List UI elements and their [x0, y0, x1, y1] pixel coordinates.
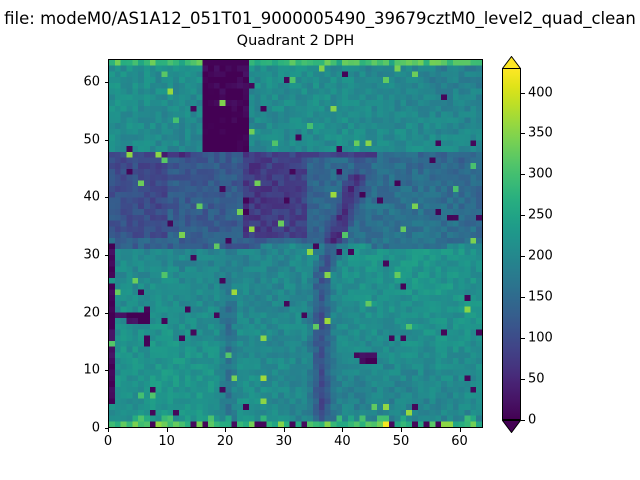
colorbar-tick-mark: [521, 133, 525, 135]
colorbar-tick-label: 50: [528, 371, 545, 387]
colorbar-tick-label: 350: [528, 125, 553, 141]
axes-title: Quadrant 2 DPH: [236, 33, 355, 49]
colorbar-gradient-body: [502, 68, 521, 420]
x-tick-label: 20: [216, 434, 234, 449]
colorbar-gradient: [503, 69, 520, 419]
heatmap-axes[interactable]: [108, 59, 483, 428]
y-tick-mark: [104, 82, 108, 84]
colorbar-tick-mark: [521, 174, 525, 176]
y-tick-mark: [104, 255, 108, 257]
y-tick-label: 10: [83, 362, 100, 378]
figure-suptitle: file: modeM0/AS1A12_051T01_9000005490_39…: [4, 9, 636, 28]
colorbar-tick-label: 0: [528, 412, 537, 428]
y-tick-label: 40: [83, 189, 100, 205]
y-tick-label: 50: [83, 132, 100, 148]
colorbar-extend-down-arrow: [502, 420, 521, 433]
colorbar-tick-mark: [521, 420, 525, 421]
colorbar-tick-label: 250: [528, 207, 553, 223]
colorbar-tick-mark: [521, 215, 525, 217]
x-tick-mark: [283, 428, 285, 432]
x-tick-label: 0: [103, 434, 113, 449]
y-tick-mark: [104, 370, 108, 372]
colorbar-tick-label: 400: [528, 85, 553, 101]
x-tick-label: 30: [275, 434, 293, 449]
colorbar-tick-mark: [521, 338, 525, 340]
suptitle-clip-region: file: modeM0/AS1A12_051T01_9000005490_39…: [0, 9, 640, 31]
colorbar-tick-mark: [521, 379, 525, 381]
colorbar-tick-mark: [521, 297, 525, 299]
y-tick-label: 20: [83, 305, 100, 321]
x-tick-mark: [166, 428, 168, 432]
y-tick-mark: [104, 139, 108, 141]
x-tick-label: 40: [334, 434, 351, 449]
x-tick-label: 50: [392, 434, 410, 449]
x-tick-mark: [342, 428, 344, 432]
colorbar[interactable]: 0 50 100 150 200 250 300 350 400: [502, 56, 553, 433]
x-tick-mark: [459, 428, 461, 432]
colorbar-tick-label: 200: [528, 248, 553, 264]
y-tick-mark: [104, 428, 108, 429]
y-tick-label: 0: [91, 420, 100, 436]
y-tick-mark: [104, 312, 108, 314]
y-tick-mark: [104, 197, 108, 199]
x-tick-mark: [400, 428, 402, 432]
heatmap-image: [109, 60, 482, 427]
y-tick-label: 30: [83, 247, 100, 263]
colorbar-tick-mark: [521, 92, 525, 94]
x-tick-mark: [225, 428, 227, 432]
colorbar-tick-mark: [521, 256, 525, 258]
colorbar-tick-label: 100: [528, 330, 553, 346]
x-tick-mark: [108, 428, 109, 432]
colorbar-tick-label: 300: [528, 166, 553, 182]
x-tick-label: 60: [451, 434, 468, 449]
y-tick-label: 60: [83, 74, 100, 90]
colorbar-tick-label: 150: [528, 289, 553, 305]
x-tick-label: 10: [158, 434, 175, 449]
